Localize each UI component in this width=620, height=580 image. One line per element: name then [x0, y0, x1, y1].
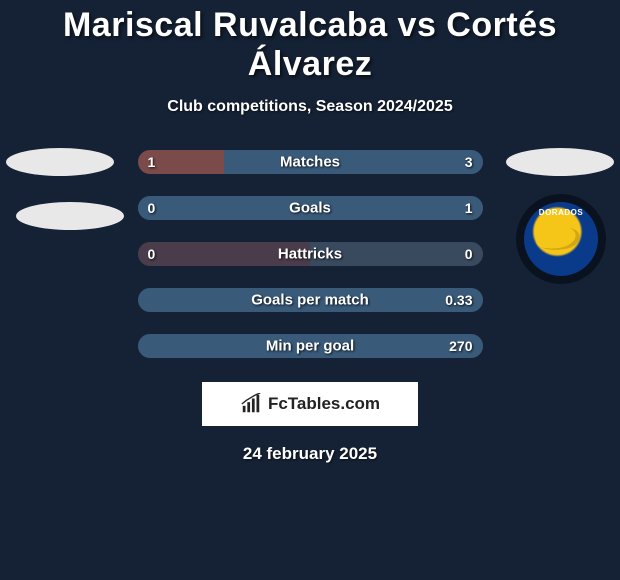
- bar-fill-right: [224, 150, 483, 174]
- stat-label: Hattricks: [278, 246, 342, 263]
- stat-label: Min per goal: [266, 338, 354, 355]
- stat-value-left: 0: [148, 200, 156, 216]
- branding-box: FcTables.com: [202, 382, 418, 426]
- footer-date: 24 february 2025: [0, 444, 620, 464]
- stat-label: Goals: [289, 200, 331, 217]
- fish-icon: [535, 225, 582, 253]
- stat-bars: 1 3 Matches 0 1 Goals 0 0 Hattricks 0.33 Goals per…: [138, 150, 483, 358]
- stat-bar: 0 1 Goals: [138, 196, 483, 220]
- stat-value-right: 3: [465, 154, 473, 170]
- stat-value-right: 0: [465, 246, 473, 262]
- chart-growth-icon: [240, 393, 262, 415]
- stat-label: Goals per match: [251, 292, 369, 309]
- stat-label: Matches: [280, 154, 340, 171]
- player-right-badge-1: [506, 148, 614, 176]
- player-left-badge-2: [16, 202, 124, 230]
- stat-bar: 0.33 Goals per match: [138, 288, 483, 312]
- branding-text: FcTables.com: [268, 394, 380, 414]
- stat-value-right: 0.33: [445, 292, 472, 308]
- club-logo-text: DORADOS: [539, 208, 583, 217]
- club-logo-inner: DORADOS: [524, 202, 598, 276]
- page-title: Mariscal Ruvalcaba vs Cortés Álvarez: [0, 0, 620, 84]
- stat-bar: 0 0 Hattricks: [138, 242, 483, 266]
- stats-panel: DORADOS 1 3 Matches 0 1 Goals 0 0 Hattricks 0.33 G…: [0, 150, 620, 358]
- stat-value-left: 0: [148, 246, 156, 262]
- stat-value-right: 1: [465, 200, 473, 216]
- player-left-badge-1: [6, 148, 114, 176]
- stat-bar: 1 3 Matches: [138, 150, 483, 174]
- stat-value-right: 270: [449, 338, 472, 354]
- page-subtitle: Club competitions, Season 2024/2025: [0, 98, 620, 116]
- stat-value-left: 1: [148, 154, 156, 170]
- club-logo-right: DORADOS: [516, 194, 606, 284]
- stat-bar: 270 Min per goal: [138, 334, 483, 358]
